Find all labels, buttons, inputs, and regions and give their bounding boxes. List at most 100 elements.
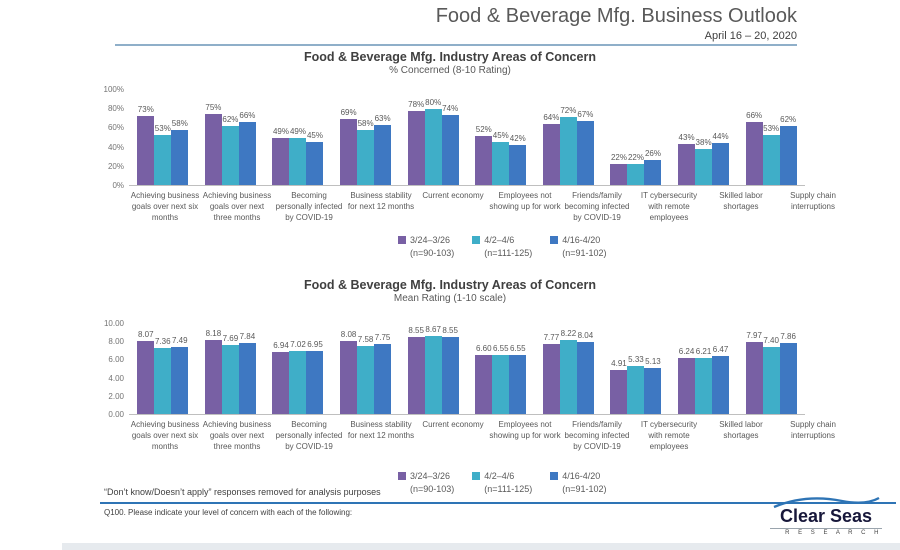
bar-value-label: 45% [306, 131, 323, 141]
bar: 63% [374, 114, 392, 185]
bar: 73% [137, 105, 155, 185]
bar: 44% [712, 132, 730, 185]
bar-value-label: 7.77 [543, 333, 560, 343]
bar-group: 4.91 5.33 5.13 [602, 324, 670, 414]
bar-value-label: 5.13 [645, 356, 661, 366]
footnote: “Don’t know/Doesn’t apply” responses rem… [104, 487, 381, 497]
plot-area: 73% 53% 58% 75% 62% 66% 49% 49% 45% 69% 58% 63% 78% 8… [129, 90, 805, 186]
category-label-text: Becoming personally infected by COVID-19 [275, 420, 343, 451]
category-label-text: Supply chain interruptions [790, 191, 836, 211]
legend-sample-size: (n=91-102) [562, 247, 607, 258]
bar: 7.69 [221, 334, 239, 414]
legend-series-name: 3/24–3/26 [410, 471, 451, 481]
question-note: Q100. Please indicate your level of conc… [104, 508, 353, 517]
legend-series-name: 4/16-4/20 [562, 235, 601, 245]
category-label-text: Employees not showing up for work [489, 191, 561, 211]
category-label-text: Supply chain interruptions [790, 420, 836, 440]
bar-value-label: 6.24 [678, 346, 695, 356]
y-axis: 0.00 2.00 4.00 6.00 8.00 10.00 [95, 320, 129, 419]
category-label: Business stability for next 12 months [345, 191, 417, 223]
bar-value-label: 6.55 [492, 344, 509, 354]
bar: 6.21 [695, 347, 713, 414]
bar: 45% [492, 131, 510, 185]
bar: 52% [475, 125, 493, 185]
bar: 6.55 [492, 344, 510, 414]
header-date: April 16 – 20, 2020 [704, 30, 797, 42]
bar-group: 6.94 7.02 6.95 [264, 324, 332, 414]
bar-value-label: 6.60 [475, 343, 492, 353]
bar-value-label: 73% [137, 104, 154, 114]
bar: 58% [171, 119, 189, 185]
category-axis: Achieving business goals over next six m… [129, 191, 836, 223]
y-tick-label: 80% [107, 104, 124, 114]
bar-value-label: 7.86 [780, 332, 796, 342]
bar: 8.18 [204, 329, 222, 414]
legend-item: 4/16-4/20 (n=91-102) [550, 234, 607, 259]
category-label: Current economy [417, 191, 489, 223]
bar-value-label: 8.18 [205, 329, 222, 339]
bar: 6.24 [678, 347, 696, 414]
category-label: Becoming personally infected by COVID-19 [273, 420, 345, 452]
legend-swatch-icon [472, 472, 481, 480]
bar-value-label: 8.55 [408, 326, 424, 336]
y-tick-label: 6.00 [108, 355, 124, 365]
mean-rating-chart: Food & Beverage Mfg. Industry Areas of C… [95, 278, 836, 452]
bar-group: 8.07 7.36 7.49 [129, 324, 197, 414]
bar: 80% [424, 98, 442, 185]
bar-value-label: 53% [154, 123, 171, 133]
legend-swatch-icon [550, 236, 559, 244]
bar: 8.55 [441, 326, 459, 414]
bar: 7.40 [762, 336, 780, 414]
bar-value-label: 6.55 [509, 344, 526, 354]
bar: 8.22 [559, 329, 577, 414]
header: Food & Beverage Mfg. Business Outlook Ap… [0, 5, 797, 42]
bar: 78% [407, 100, 425, 185]
bar-value-label: 49% [272, 127, 289, 137]
legend: 3/24–3/26 (n=90-103) 4/2–4/6 (n=111-125) 4/1… [398, 234, 607, 259]
legend-swatch-icon [472, 236, 481, 244]
bar-value-label: 22% [610, 153, 627, 163]
bar-value-label: 4.91 [611, 358, 627, 368]
bar: 4.91 [610, 359, 628, 414]
bar-value-label: 78% [408, 99, 425, 109]
bar-value-label: 8.55 [442, 326, 458, 336]
legend-item-label: 3/24–3/26 (n=90-103) [410, 470, 454, 495]
plot-wrap: 0% 20% 40% 60% 80% 100% 73% 53% 58% 75% 62% 66% 49%… [95, 86, 805, 190]
logo-subtext: R E S E A R C H [785, 530, 882, 536]
bar: 6.55 [509, 344, 527, 414]
bar-value-label: 53% [763, 123, 780, 133]
legend-swatch-icon [550, 472, 559, 480]
legend-series-name: 4/2–4/6 [484, 235, 515, 245]
category-label: Friends/family becoming infected by COVI… [561, 191, 633, 223]
legend-item-label: 4/16-4/20 (n=91-102) [562, 234, 606, 259]
bar-value-label: 5.33 [628, 355, 644, 365]
category-label-text: Friends/family becoming infected by COVI… [564, 191, 630, 222]
legend-item-label: 4/16-4/20 (n=91-102) [562, 470, 606, 495]
bar-value-label: 8.67 [425, 324, 441, 334]
bar: 74% [441, 104, 459, 185]
bar: 53% [154, 124, 172, 185]
category-label-text: IT cybersecurity with remote employees [640, 420, 698, 451]
category-label: Achieving business goals over next three… [201, 191, 273, 223]
legend-sample-size: (n=90-103) [410, 483, 455, 494]
bar: 62% [779, 115, 797, 185]
y-tick-label: 60% [107, 123, 124, 133]
bar: 22% [627, 153, 645, 185]
bar: 67% [576, 110, 594, 185]
bar-value-label: 8.22 [560, 329, 577, 339]
y-tick-label: 2.00 [108, 391, 124, 401]
category-label: IT cybersecurity with remote employees [633, 420, 705, 452]
category-label-text: Achieving business goals over next three… [202, 420, 272, 451]
category-label-text: Skilled labor shortages [719, 420, 763, 440]
bar-value-label: 43% [678, 133, 695, 143]
category-label-text: Business stability for next 12 months [347, 420, 415, 440]
bar-value-label: 6.95 [307, 340, 323, 350]
y-axis: 0% 20% 40% 60% 80% 100% [95, 86, 129, 190]
bar-value-label: 45% [492, 131, 509, 141]
bar-value-label: 7.75 [374, 333, 391, 343]
category-label-text: Becoming personally infected by COVID-19 [275, 191, 343, 222]
legend-sample-size: (n=111-125) [484, 247, 533, 258]
bar: 66% [745, 111, 763, 185]
category-label: Current economy [417, 420, 489, 452]
